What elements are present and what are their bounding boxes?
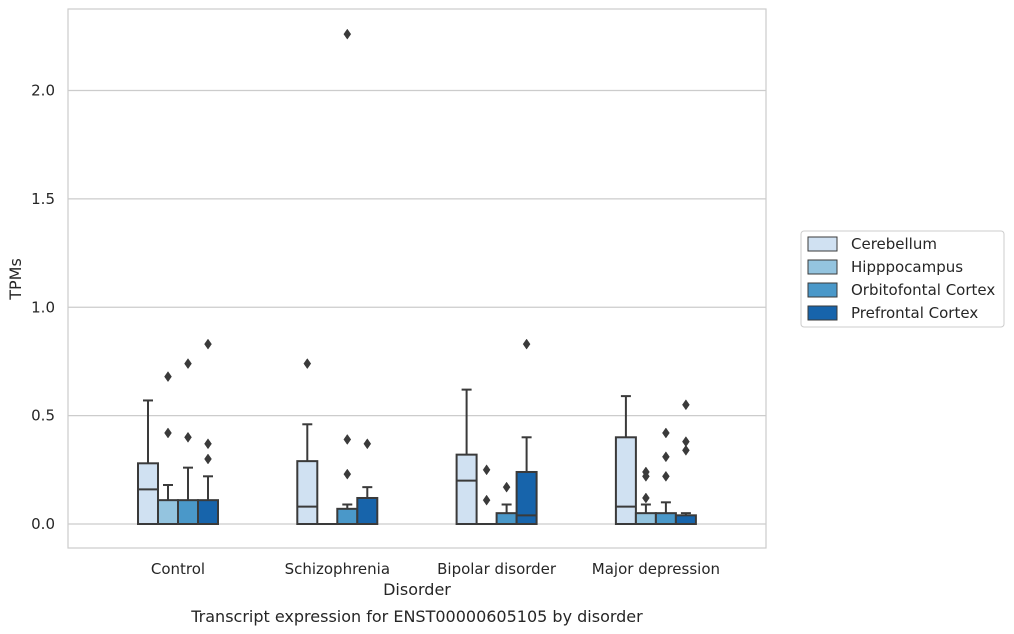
outlier-point <box>184 358 192 370</box>
box <box>296 460 319 525</box>
box-series <box>137 28 697 526</box>
series-hipppocampus <box>157 371 657 526</box>
outlier-point <box>303 358 312 370</box>
outlier-point <box>662 427 670 439</box>
outlier-point <box>343 434 352 445</box>
outlier-point <box>662 470 670 482</box>
outlier-point <box>204 453 212 465</box>
box <box>137 462 159 525</box>
box <box>336 507 359 526</box>
legend: Cerebellum Hipppocampus Orbitofontal Corte… <box>800 230 1005 328</box>
outlier-point <box>522 338 531 350</box>
outlier-point <box>184 431 192 443</box>
legend-label: Orbitofontal Cortex <box>851 281 995 299</box>
box <box>634 512 657 525</box>
x-tick-label: Bipolar disorder <box>437 560 557 578</box>
outlier-point <box>482 464 491 476</box>
box <box>157 499 179 526</box>
chart-caption: Transcript expression for ENST0000060510… <box>190 607 643 626</box>
series-prefrontal-cortex <box>197 338 697 526</box>
legend-frame <box>800 230 1005 328</box>
outlier-point <box>662 451 670 463</box>
legend-swatch <box>807 282 838 298</box>
y-axis-label: TPMs <box>6 258 25 301</box>
legend-swatch <box>807 259 838 275</box>
legend-label: Hipppocampus <box>851 258 963 276</box>
outlier-point <box>164 427 172 439</box>
outlier-point <box>343 28 352 40</box>
x-tick-label: Schizophrenia <box>285 560 390 578</box>
plot-area <box>67 8 767 549</box>
y-tick-label: 2.0 <box>31 82 55 100</box>
outlier-point <box>204 438 212 450</box>
x-tick-label: Major depression <box>592 560 720 578</box>
outlier-point <box>482 494 491 506</box>
y-tick-label: 1.0 <box>31 298 55 316</box>
box <box>614 436 637 525</box>
box <box>356 496 379 525</box>
outlier-point <box>164 371 172 383</box>
x-tick-label: Control <box>151 560 205 578</box>
outlier-point <box>682 444 690 456</box>
legend-swatch <box>807 305 838 321</box>
outlier-point <box>204 338 212 350</box>
legend-swatch <box>807 236 838 252</box>
legend-label: Cerebellum <box>851 235 937 253</box>
outlier-point <box>363 438 372 450</box>
legend-label: Prefrontal Cortex <box>851 304 978 322</box>
x-axis-ticks: Control Schizophrenia Bipolar disorder Majo… <box>151 560 720 578</box>
box <box>197 499 219 526</box>
outlier-point <box>343 468 352 480</box>
outlier-point <box>682 399 690 411</box>
x-axis-label: Disorder <box>383 580 451 599</box>
outlier-point <box>642 466 650 478</box>
series-orbitofontal-cortex <box>177 28 677 526</box>
box <box>674 514 697 526</box>
outlier-point <box>642 492 650 504</box>
y-tick-label: 0.0 <box>31 515 55 533</box>
y-axis-ticks: 0.0 0.5 1.0 1.5 2.0 <box>31 82 55 534</box>
outlier-point <box>682 436 690 448</box>
gridlines <box>68 89 766 525</box>
box <box>654 512 677 525</box>
series-cerebellum <box>137 358 637 526</box>
box <box>495 512 518 525</box>
box <box>455 453 478 526</box>
y-tick-label: 1.5 <box>31 190 55 208</box>
box <box>177 499 199 526</box>
outlier-point <box>502 481 511 493</box>
y-tick-label: 0.5 <box>31 407 55 425</box>
box <box>515 470 538 526</box>
legend-items: Cerebellum Hipppocampus Orbitofontal Corte… <box>807 235 995 322</box>
